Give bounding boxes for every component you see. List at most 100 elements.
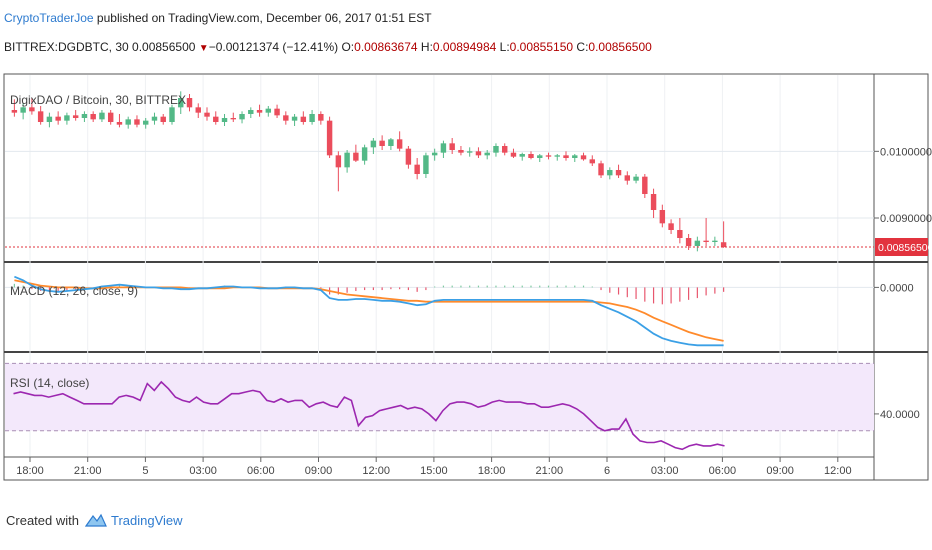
high-value: 0.00894984 [432, 40, 497, 54]
candle-down [37, 111, 44, 122]
candle-down [300, 116, 307, 122]
low-value: 0.00855150 [509, 40, 574, 54]
candle-down [659, 210, 666, 224]
macd-pane [13, 275, 725, 347]
candle-up [440, 143, 447, 153]
x-tick-label: 06:00 [247, 465, 275, 477]
candle-up [484, 152, 490, 156]
candle-down [55, 116, 61, 121]
candle-down [685, 238, 692, 246]
candle-up [493, 146, 499, 153]
x-tick-label: 12:00 [362, 465, 390, 477]
candle-up [169, 107, 175, 122]
candle-down [528, 154, 534, 158]
candle-down [335, 155, 342, 168]
candle-down [589, 159, 595, 164]
candle-down [379, 140, 385, 146]
symbol-interval: BITTREX:DGDBTC, 30 [4, 40, 133, 54]
x-tick-label: 12:00 [824, 465, 852, 477]
candle-down [256, 110, 263, 113]
candle-down [353, 152, 359, 161]
candle-down [650, 194, 657, 210]
candle-up [64, 115, 70, 121]
close-value: 0.00856500 [588, 40, 652, 54]
open-value: 0.00863674 [354, 40, 418, 54]
x-tick-label: 06:00 [709, 465, 737, 477]
low-label: L: [496, 40, 510, 54]
candle-down [642, 176, 648, 194]
candle-up [46, 116, 53, 122]
down-arrow-icon: ▼ [198, 43, 209, 54]
candle-down [283, 115, 289, 121]
candle-up [265, 108, 272, 113]
candle-up [291, 116, 298, 121]
candle-up [248, 110, 254, 114]
x-tick-label: 03:00 [189, 465, 217, 477]
candle-up [239, 114, 245, 120]
x-tick-label: 18:00 [16, 465, 44, 477]
candle-down [668, 223, 674, 230]
tradingview-logo-icon [84, 513, 107, 527]
symbol-ohlc-line: BITTREX:DGDBTC, 30 0.00856500 ▼−0.001213… [4, 40, 652, 54]
open-label: O: [338, 40, 355, 54]
candle-down [230, 118, 236, 120]
rsi-tick-label: 40.0000 [880, 409, 920, 421]
candle-down [274, 108, 280, 116]
candle-down [563, 155, 569, 158]
x-tick-label: 09:00 [305, 465, 333, 477]
macd-tick-label: 0.0000 [880, 282, 914, 294]
candle-down [204, 112, 210, 117]
candle-up [370, 140, 377, 148]
candle-down [134, 119, 140, 125]
x-tick-label: 6 [604, 465, 610, 477]
candle-up [633, 176, 639, 181]
candle-down [502, 146, 508, 153]
candle-up [712, 240, 718, 242]
candle-up [309, 114, 315, 122]
candle-down [475, 151, 482, 156]
brand-label: TradingView [110, 512, 183, 528]
candle-up [221, 118, 228, 122]
candle-up [151, 116, 158, 121]
candle-down [624, 175, 631, 181]
candle-down [116, 122, 123, 125]
author-link[interactable]: CryptoTraderJoe [4, 11, 94, 25]
chart-frame [3, 73, 929, 481]
candle-down [677, 230, 683, 238]
candle-up [431, 152, 438, 156]
publish-line: CryptoTraderJoe published on TradingView… [4, 11, 432, 25]
candle-down [213, 116, 219, 122]
candle-up [554, 155, 560, 157]
axis-labels: 18:00 21:00 5 03:00 06:00 09:00 12:00 15:00 18:0… [16, 146, 932, 477]
macd-line [14, 275, 724, 347]
candle-up [178, 98, 184, 108]
candle-up [344, 152, 350, 168]
candle-down [449, 143, 455, 150]
candle-up [694, 240, 701, 246]
x-tick-label: 21:00 [536, 465, 564, 477]
x-tick-label: 18:00 [478, 465, 506, 477]
candle-up [143, 120, 149, 125]
tradingview-brand[interactable]: TradingView [84, 512, 183, 528]
candle-down [107, 112, 114, 122]
candle-down [545, 155, 552, 157]
macd-pane-title: MACD (12, 26, close, 9) [10, 284, 138, 298]
published-text: published on TradingView.com, December 0… [93, 11, 432, 25]
candle-down [318, 114, 324, 121]
candle-down [160, 116, 166, 122]
price-change: −0.00121374 (−12.41%) [208, 40, 339, 54]
candle-down [186, 98, 193, 108]
candle-down [90, 114, 96, 120]
candle-down [720, 242, 727, 247]
close-label: C: [573, 40, 589, 54]
rsi-band-fill [5, 363, 874, 431]
candle-up [20, 107, 26, 113]
rsi-pane [5, 362, 874, 451]
candle-down [414, 164, 420, 174]
candle-up [81, 114, 88, 118]
chart-area[interactable]: 0.00856500 18:00 21:00 5 03:00 06:00 09:00 12:… [0, 0, 932, 500]
rsi-pane-title: RSI (14, close) [10, 376, 89, 390]
candle-down [195, 107, 201, 113]
candle-down [326, 120, 333, 156]
